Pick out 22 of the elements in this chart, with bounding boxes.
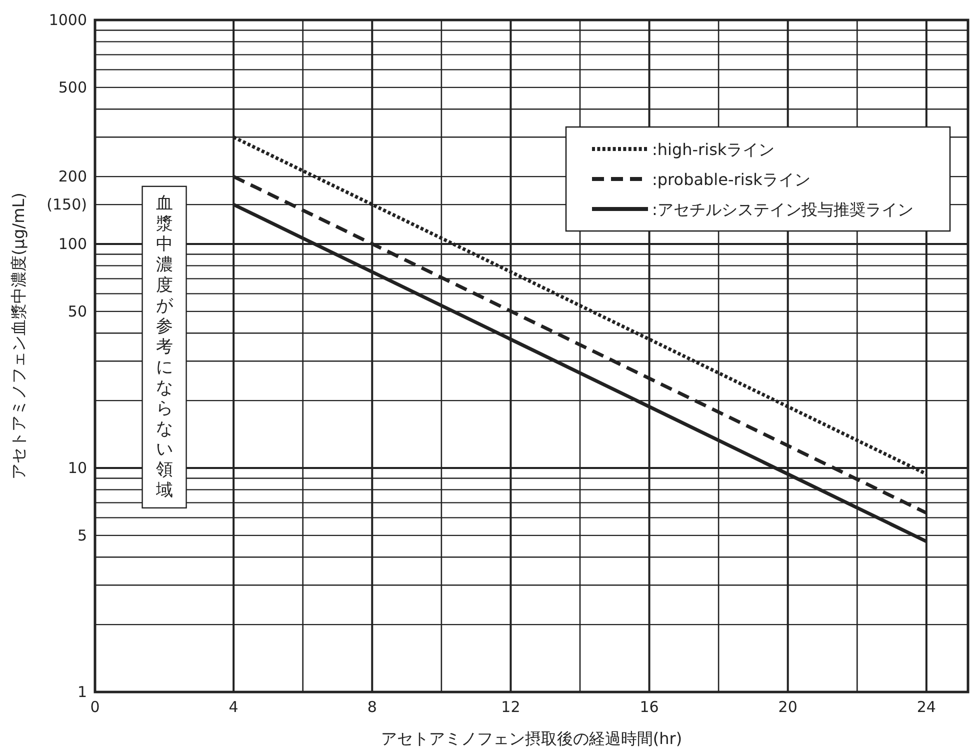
x-tick-label: 12 — [501, 698, 520, 716]
y-tick-label: 100 — [58, 235, 87, 253]
x-tick-label: 20 — [778, 698, 798, 716]
x-tick-label: 8 — [367, 698, 377, 716]
y-tick-label: 10 — [68, 459, 87, 477]
y-tick-label: 500 — [58, 78, 87, 96]
y-tick-label: 1000 — [48, 11, 87, 29]
legend-label: :probable-riskライン — [652, 170, 810, 189]
text: 血漿中濃度が参考にならない領域 — [156, 193, 173, 500]
y-tick-label: 5 — [77, 526, 87, 544]
legend-label: :high-riskライン — [652, 140, 775, 159]
y-tick-label: 200 — [58, 168, 87, 186]
x-tick-label: 24 — [916, 698, 936, 716]
y-tick-label: (150) — [46, 196, 87, 214]
y-axis-title: アセトアミノフェン血漿中濃度(μg/mL) — [9, 192, 28, 480]
legend-label: :アセチルシステイン投与推奨ライン — [652, 200, 914, 219]
x-tick-label: 4 — [228, 698, 238, 716]
y-tick-label: 50 — [68, 302, 87, 320]
y-tick-label: 1 — [77, 683, 87, 701]
x-axis-title: アセトアミノフェン摂取後の経過時間(hr) — [380, 729, 682, 748]
x-tick-label: 16 — [640, 698, 659, 716]
x-tick-label: 0 — [90, 698, 100, 716]
